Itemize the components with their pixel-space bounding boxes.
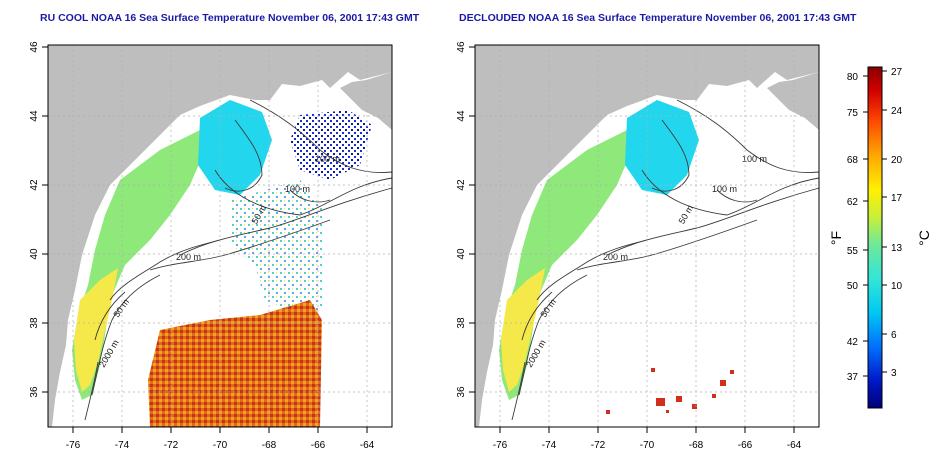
right-map-panel: 100 m 100 m 50 m 200 m 50 m 2000 m — [456, 41, 820, 451]
fahrenheit-unit-label: °F — [828, 231, 844, 245]
left-contour-label: 200 m — [176, 252, 201, 262]
lon-tick-label: -68 — [262, 440, 277, 451]
right-sst-warm-shelf — [501, 268, 545, 392]
lat-tick-label: 46 — [29, 41, 40, 53]
right-lat-labels: 46 44 42 40 38 36 — [456, 41, 467, 398]
colorbar-c-label: 13 — [891, 243, 903, 254]
right-contour-label: 100 m — [712, 184, 737, 194]
colorbar-c-label: 3 — [891, 368, 897, 379]
left-land-mass — [48, 45, 392, 427]
lat-tick-label: 44 — [456, 110, 467, 122]
colorbar-c-label: 27 — [891, 67, 903, 78]
lon-tick-label: -74 — [542, 440, 557, 451]
left-graticule — [48, 45, 392, 427]
colorbar-f-label: 42 — [847, 337, 859, 348]
colorbar-c-label: 17 — [891, 193, 903, 204]
right-sst-coastal-band — [499, 118, 642, 400]
lat-tick-label: 42 — [456, 179, 467, 191]
left-noise-mixed-region — [230, 180, 322, 315]
lat-tick-label: 38 — [456, 317, 467, 329]
left-y-ticks — [42, 46, 48, 393]
left-sst-gulf-of-maine — [198, 100, 272, 195]
left-sst-coastal-band — [72, 118, 215, 400]
celsius-unit-label: °C — [916, 230, 932, 246]
colorbar-f-label: 37 — [847, 372, 859, 383]
colorbar-f-label: 62 — [847, 197, 859, 208]
colorbar-f-labels: 80 75 68 62 55 50 42 37 — [847, 72, 859, 383]
lon-tick-label: -64 — [360, 440, 375, 451]
right-land-mass — [475, 45, 819, 427]
left-map-panel: 100 m 100 m 50 m 200 m 50 m 2000 m — [29, 41, 393, 451]
right-contour-label: 100 m — [742, 154, 767, 164]
lat-tick-label: 38 — [29, 317, 40, 329]
lon-tick-label: -74 — [115, 440, 130, 451]
right-lon-labels: -76 -74 -72 -70 -68 -66 -64 — [493, 440, 802, 451]
lat-tick-label: 36 — [29, 386, 40, 398]
lon-tick-label: -66 — [311, 440, 326, 451]
lon-tick-label: -70 — [213, 440, 228, 451]
lat-tick-label: 44 — [29, 110, 40, 122]
left-lat-labels: 46 44 42 40 38 36 — [29, 41, 40, 398]
colorbar-c-label: 20 — [891, 155, 903, 166]
colorbar-c-ticks — [882, 70, 887, 373]
colorbar-f-ticks — [863, 75, 868, 377]
lat-tick-label: 40 — [29, 248, 40, 260]
colorbar: 80 75 68 62 55 50 42 37 27 24 20 17 13 1… — [828, 66, 932, 409]
right-y-ticks — [469, 46, 475, 393]
right-sst-gulf-of-maine — [625, 100, 699, 195]
left-contour-label: 100 m — [315, 154, 340, 164]
colorbar-f-label: 50 — [847, 281, 859, 292]
left-cloud-blue-region — [290, 110, 372, 180]
right-map-title: DECLOUDED NOAA 16 Sea Surface Temperatur… — [459, 12, 857, 24]
right-nova-scotia — [767, 72, 819, 130]
lon-tick-label: -72 — [164, 440, 179, 451]
colorbar-f-label: 68 — [847, 155, 859, 166]
right-x-ticks — [499, 427, 795, 433]
left-nova-scotia — [340, 72, 392, 130]
left-lon-labels: -76 -74 -72 -70 -68 -66 -64 — [66, 440, 375, 451]
lat-tick-label: 36 — [456, 386, 467, 398]
right-contour-label: 200 m — [603, 252, 628, 262]
left-contour-label: 100 m — [285, 184, 310, 194]
colorbar-c-labels: 27 24 20 17 13 10 6 3 — [891, 67, 903, 379]
lat-tick-label: 40 — [456, 248, 467, 260]
lon-tick-label: -68 — [689, 440, 704, 451]
left-x-ticks — [72, 427, 368, 433]
right-graticule — [475, 45, 819, 427]
colorbar-f-label: 55 — [847, 246, 859, 257]
colorbar-c-label: 10 — [891, 281, 903, 292]
left-map-title: RU COOL NOAA 16 Sea Surface Temperature … — [40, 12, 420, 24]
left-sst-warm-shelf — [74, 268, 118, 392]
colorbar-f-label: 75 — [847, 108, 859, 119]
right-warm-patches — [606, 368, 734, 414]
colorbar-c-label: 24 — [891, 106, 903, 117]
lon-tick-label: -66 — [738, 440, 753, 451]
left-bathymetry-contours — [84, 99, 393, 421]
colorbar-gradient — [867, 66, 883, 409]
lon-tick-label: -70 — [640, 440, 655, 451]
lon-tick-label: -76 — [493, 440, 508, 451]
right-bathymetry-contours — [511, 99, 820, 421]
colorbar-f-label: 80 — [847, 72, 859, 83]
lon-tick-label: -76 — [66, 440, 81, 451]
lon-tick-label: -64 — [787, 440, 802, 451]
colorbar-c-label: 6 — [891, 330, 897, 341]
lat-tick-label: 46 — [456, 41, 467, 53]
lon-tick-label: -72 — [591, 440, 606, 451]
lat-tick-label: 42 — [29, 179, 40, 191]
left-warm-pixel-region — [148, 300, 322, 427]
